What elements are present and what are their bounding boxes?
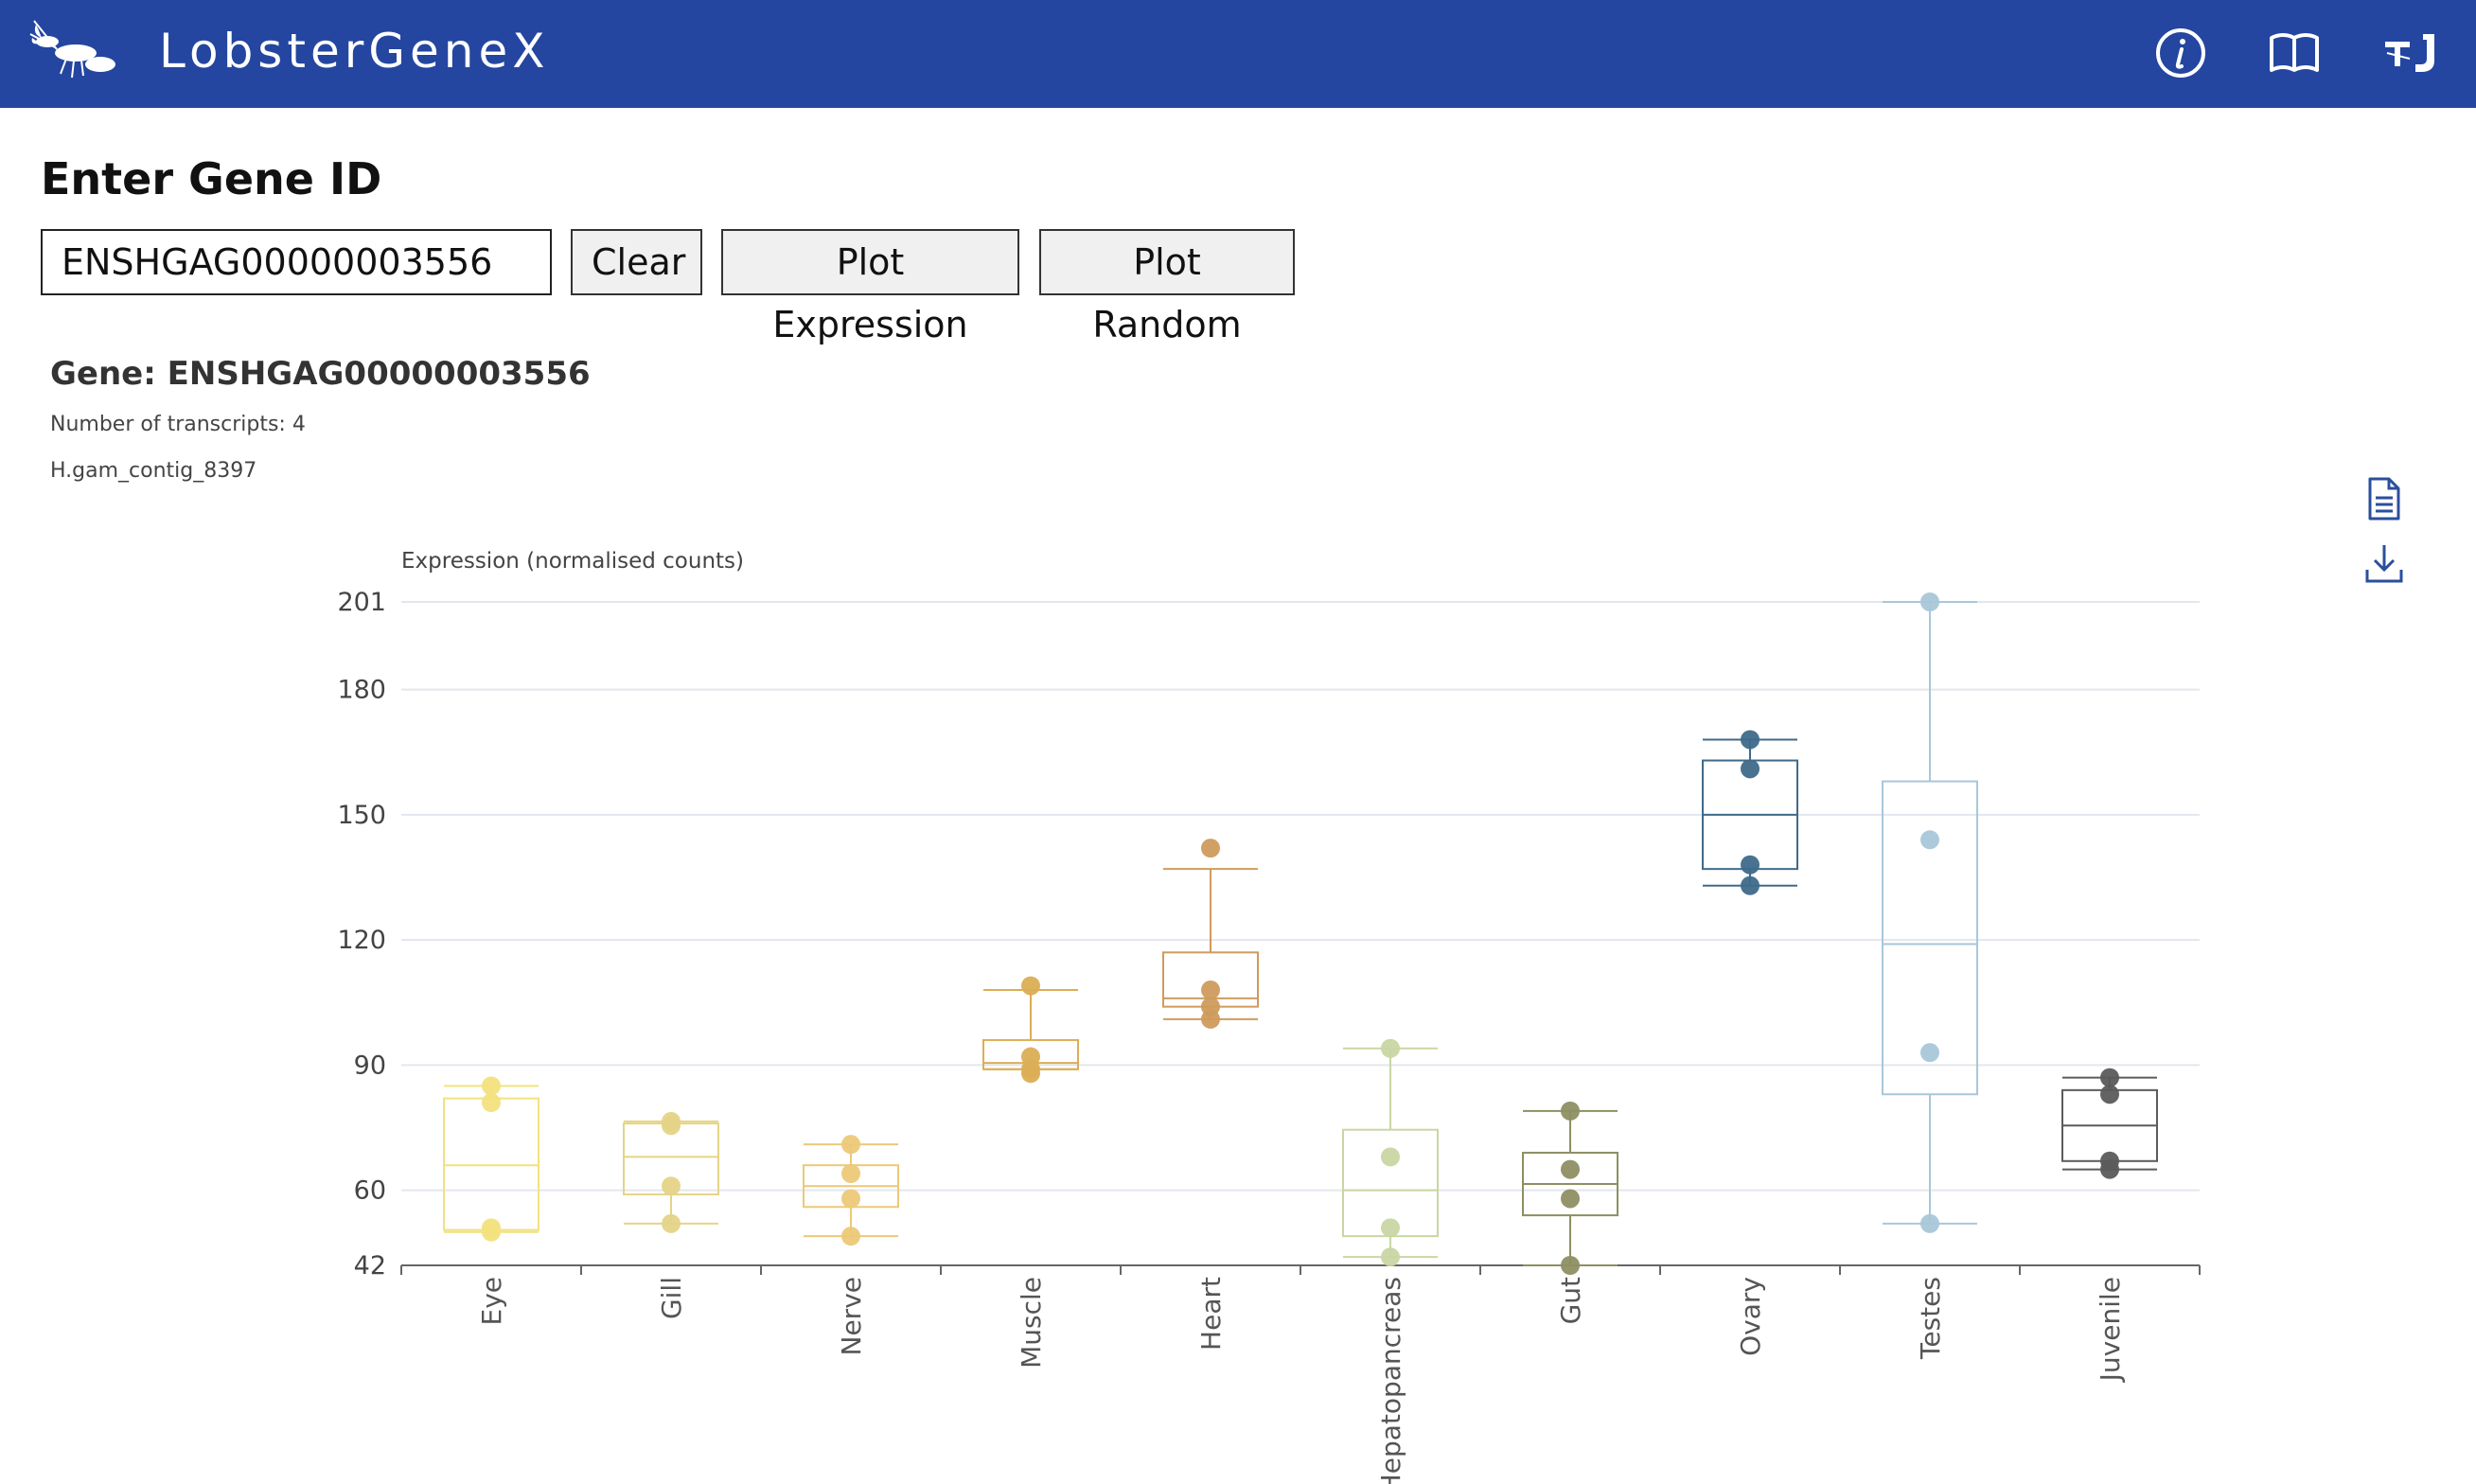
box-iqr	[1702, 759, 1798, 871]
y-tick-label: 42	[354, 1251, 386, 1281]
plot-expression-button[interactable]: Plot Expression	[721, 229, 1019, 345]
x-tick-label: Eye	[476, 1277, 507, 1326]
box-iqr	[2061, 1088, 2158, 1162]
box-nerve	[803, 1135, 899, 1246]
x-axis: Eye Gill Nerve Muscle Heart Hepatopancreas Gut…	[400, 1264, 2201, 1484]
data-point	[1381, 1038, 1400, 1058]
y-tick-label: 150	[337, 801, 386, 830]
data-point	[1561, 1101, 1580, 1121]
y-tick-label: 120	[337, 926, 386, 955]
boxes	[443, 592, 2158, 1275]
box-heart	[1162, 839, 1259, 1029]
box-gill	[623, 1111, 719, 1233]
data-point	[1381, 1218, 1400, 1238]
data-point	[482, 1076, 501, 1096]
x-tick-label: Muscle	[1016, 1277, 1047, 1369]
x-tick-label: Ovary	[1735, 1277, 1766, 1356]
data-point	[2100, 1068, 2119, 1087]
clear-button[interactable]: Clear	[571, 229, 702, 295]
data-point	[841, 1135, 860, 1155]
gene-heading: Gene: ENSHGAG00000003556	[50, 355, 591, 393]
data-point	[1201, 1009, 1220, 1029]
info-icon[interactable]	[2150, 23, 2211, 83]
download-icon[interactable]	[2362, 539, 2406, 587]
data-point	[1920, 1213, 1939, 1233]
top-navbar: LobsterGeneX	[0, 0, 2476, 108]
data-point	[1561, 1189, 1580, 1209]
data-point	[482, 1222, 501, 1242]
book-icon[interactable]	[2264, 23, 2325, 83]
data-point	[1201, 997, 1220, 1016]
data-point	[662, 1176, 681, 1196]
x-tick-label: Gill	[656, 1277, 687, 1319]
y-tick-label: 201	[337, 588, 386, 617]
y-tick-label: 180	[337, 676, 386, 705]
box-iqr	[1522, 1151, 1618, 1217]
institution-logo-icon[interactable]	[2381, 23, 2451, 83]
data-point	[841, 1189, 860, 1209]
data-point	[482, 1218, 501, 1238]
document-icon[interactable]	[2362, 475, 2406, 522]
gridlines	[401, 601, 2200, 1192]
data-point	[662, 1111, 681, 1131]
data-point	[1021, 1059, 1040, 1079]
data-point	[2100, 1085, 2119, 1104]
y-tick-label: 90	[354, 1051, 386, 1080]
gene-id-input[interactable]	[41, 229, 552, 295]
data-point	[482, 1093, 501, 1113]
box-iqr	[1342, 1128, 1439, 1238]
data-point	[1920, 1043, 1939, 1063]
data-point	[1201, 980, 1220, 1000]
app-title[interactable]: LobsterGeneX	[159, 24, 550, 79]
x-tick-label: Juvenile	[2095, 1277, 2126, 1383]
data-point	[1381, 1147, 1400, 1167]
box-iqr	[803, 1164, 899, 1209]
plot-random-button[interactable]: Plot Random	[1039, 229, 1295, 345]
box-iqr	[1882, 780, 1978, 1096]
box-iqr	[1162, 951, 1259, 1008]
x-tick-label: Testes	[1915, 1277, 1946, 1360]
box-iqr	[982, 1038, 1079, 1070]
data-point	[1561, 1256, 1580, 1275]
data-point	[1021, 976, 1040, 996]
box-juvenile	[2061, 1068, 2158, 1179]
box-eye	[443, 1076, 539, 1242]
enter-gene-heading: Enter Gene ID	[41, 153, 382, 204]
box-gut	[1522, 1101, 1618, 1275]
data-point	[1920, 830, 1939, 850]
x-tick-label: Gut	[1555, 1277, 1586, 1324]
y-tick-label: 60	[354, 1176, 386, 1206]
data-point	[1021, 1064, 1040, 1084]
x-tick-label: Hepatopancreas	[1375, 1277, 1406, 1484]
y-axis-label: Expression (normalised counts)	[401, 549, 744, 574]
box-ovary	[1702, 730, 1798, 895]
lobster-logo-icon[interactable]	[28, 15, 123, 85]
transcript-count: Number of transcripts: 4	[50, 413, 306, 436]
y-tick-labels: 42 60 90 120 150 180 201	[337, 588, 386, 1281]
data-point	[1920, 592, 1939, 611]
data-point	[2100, 1159, 2119, 1179]
box-testes	[1882, 592, 1978, 1233]
data-point	[1741, 759, 1760, 779]
data-point	[1201, 839, 1220, 858]
x-tick-label: Heart	[1195, 1277, 1227, 1351]
data-point	[1741, 875, 1760, 895]
data-point	[1021, 1047, 1040, 1067]
data-point	[1741, 730, 1760, 750]
box-hepatopancreas	[1342, 1038, 1439, 1267]
data-point	[1381, 1247, 1400, 1267]
data-point	[2100, 1151, 2119, 1171]
data-point	[662, 1116, 681, 1136]
x-tick-label: Nerve	[836, 1277, 867, 1355]
data-point	[1741, 855, 1760, 874]
box-iqr	[443, 1097, 539, 1231]
contig-label: H.gam_contig_8397	[50, 459, 257, 483]
data-point	[841, 1164, 860, 1184]
box-iqr	[623, 1122, 719, 1196]
box-muscle	[982, 976, 1079, 1084]
data-point	[1561, 1159, 1580, 1179]
data-point	[841, 1227, 860, 1246]
data-point	[662, 1213, 681, 1233]
